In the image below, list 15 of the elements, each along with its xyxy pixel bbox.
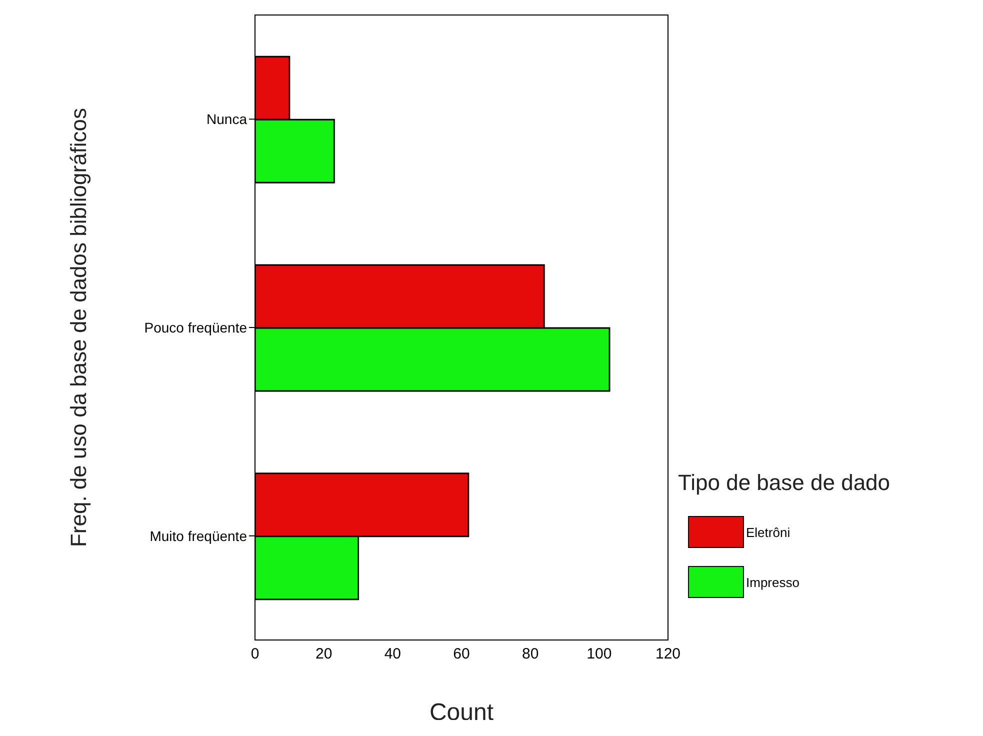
- text: Eletrôni: [746, 524, 790, 540]
- x-tick-label: 120: [655, 646, 681, 663]
- y-axis-title: Freq. de uso da base de dados bibliográficos: [66, 108, 91, 548]
- x-tick-label: 40: [384, 646, 402, 663]
- x-tick-label: 20: [315, 646, 332, 663]
- y-tick-label: Nunca: [206, 111, 248, 128]
- y-tick-label: Muito freqüente: [150, 528, 248, 544]
- x-tick-label: 100: [586, 646, 612, 663]
- x-tick-label: 0: [250, 646, 260, 663]
- text: Impresso: [746, 574, 800, 590]
- y-tick-label: Pouco freqüente: [144, 319, 248, 336]
- x-tick-label: 60: [453, 646, 470, 663]
- x-tick-label: 80: [522, 646, 539, 663]
- x-axis-title: Count: [429, 699, 494, 726]
- legend-title: Tipo de base de dado: [678, 470, 892, 496]
